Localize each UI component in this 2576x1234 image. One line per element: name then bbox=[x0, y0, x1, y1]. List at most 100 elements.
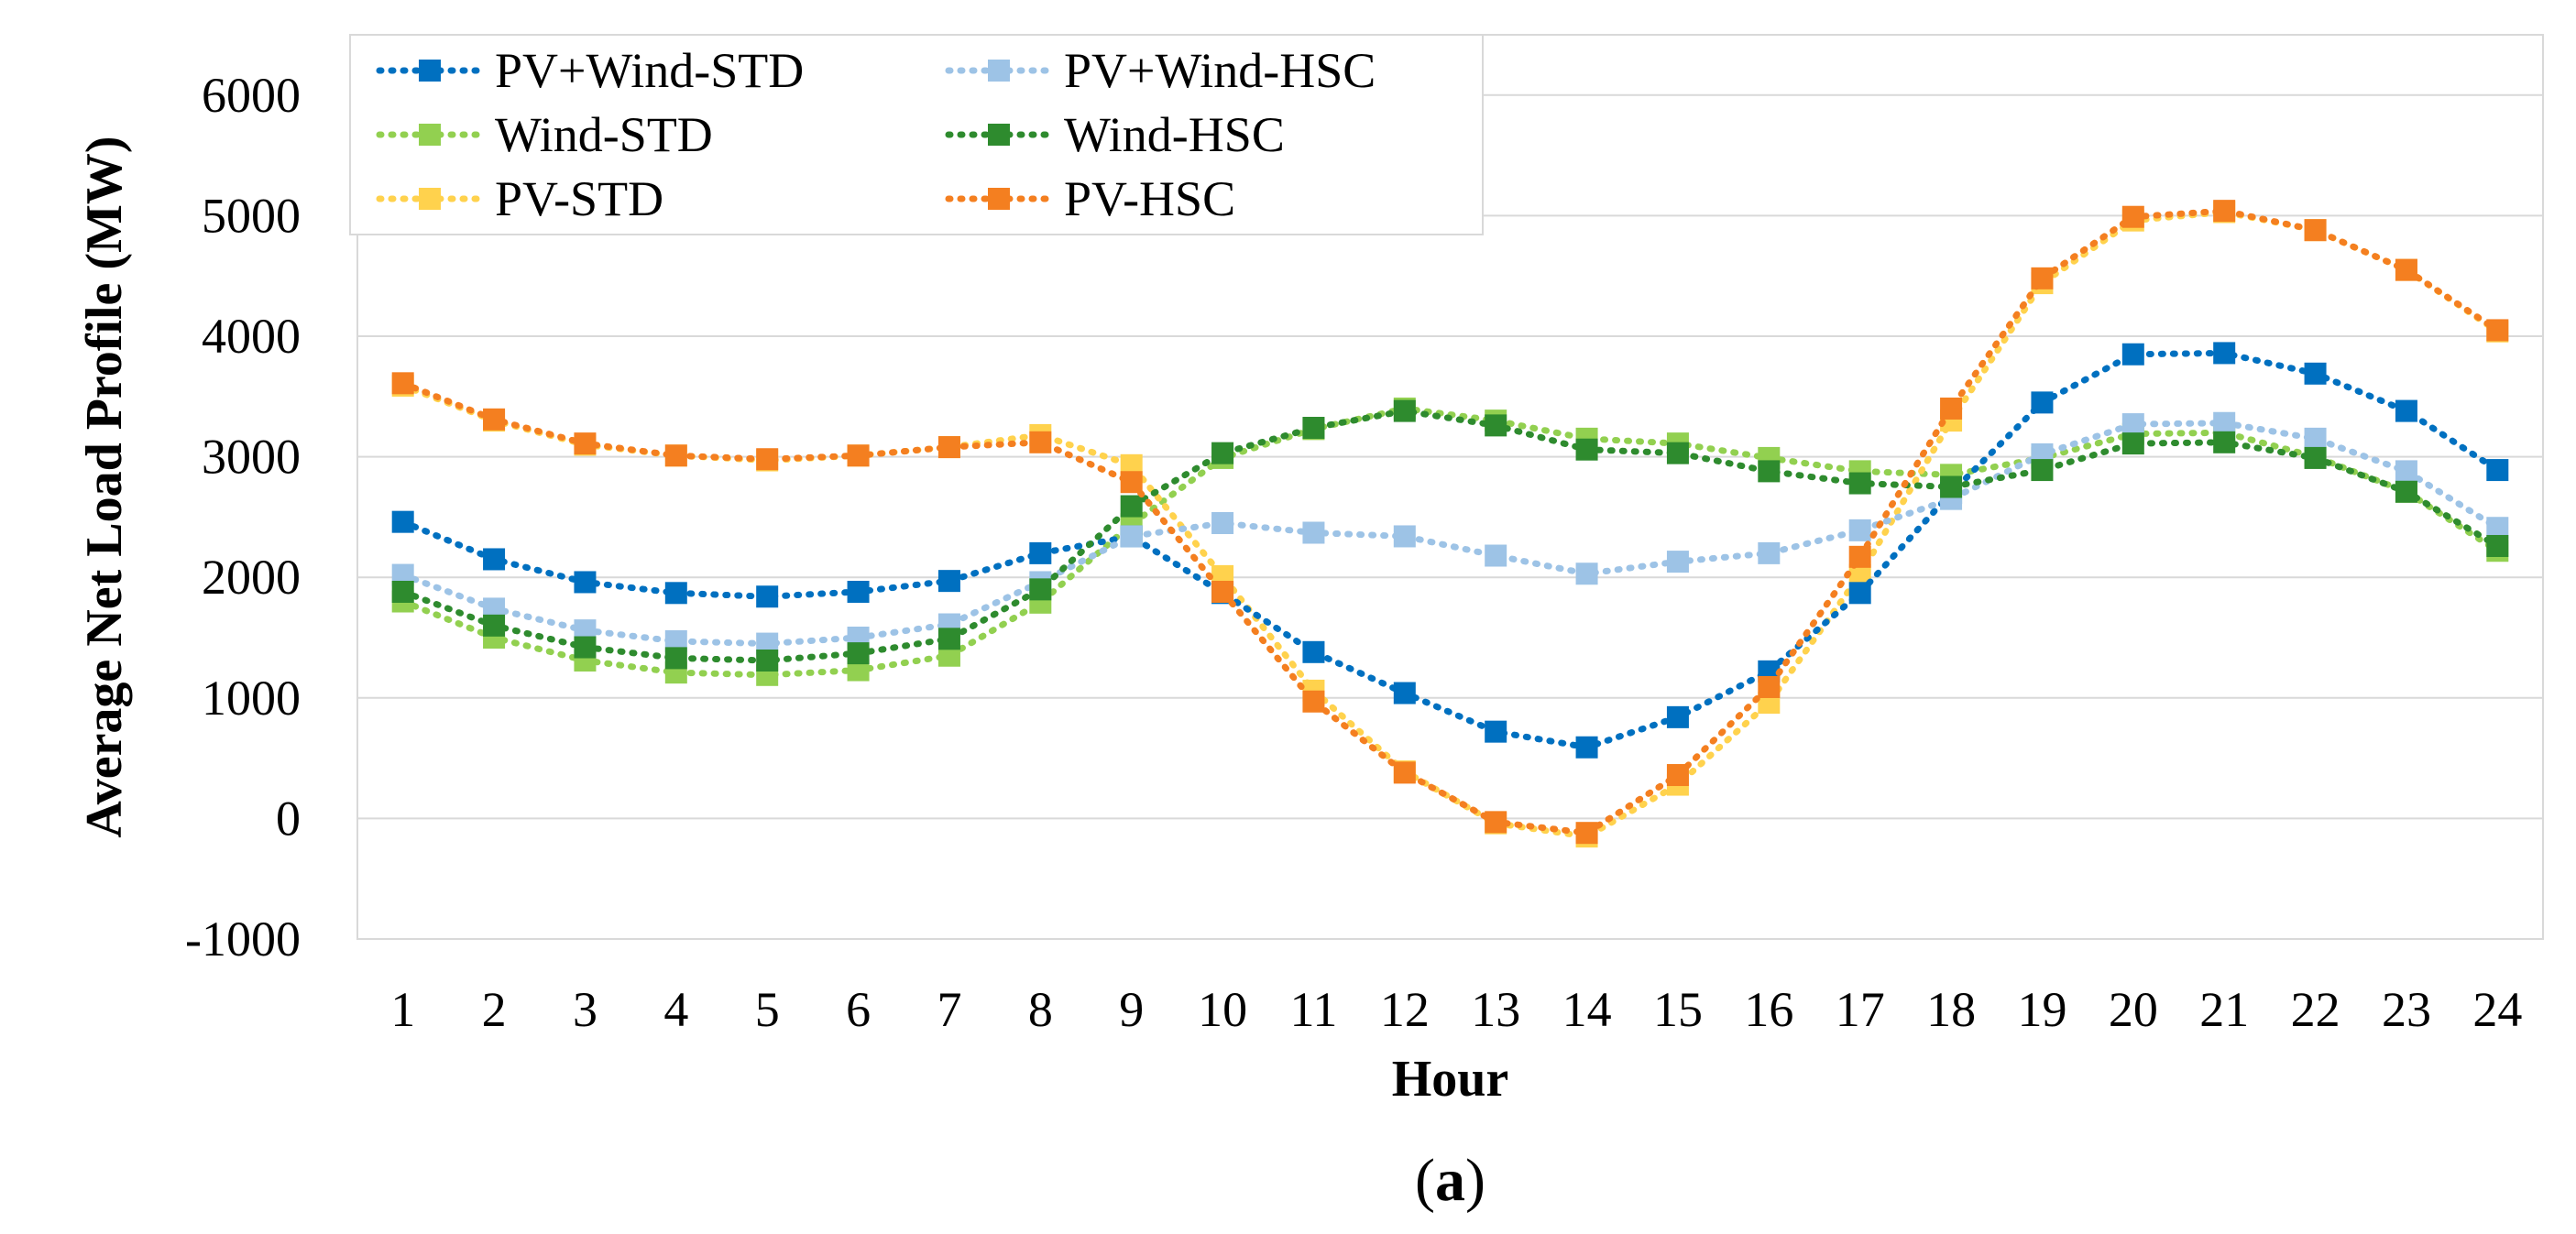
x-tick-label: 2 bbox=[482, 982, 507, 1037]
data-point bbox=[1575, 438, 1598, 461]
data-point bbox=[2121, 432, 2144, 455]
legend-item: Wind-STD bbox=[376, 107, 713, 162]
data-point bbox=[1758, 675, 1781, 698]
data-point bbox=[1666, 705, 1689, 728]
data-point bbox=[1120, 525, 1143, 548]
x-tick-label: 3 bbox=[573, 982, 597, 1037]
x-axis-title: Hour bbox=[1392, 1051, 1509, 1108]
data-point bbox=[2486, 534, 2509, 557]
legend-item: PV-STD bbox=[376, 171, 663, 226]
series-line bbox=[400, 405, 2501, 679]
y-tick-label: 3000 bbox=[202, 430, 301, 485]
x-tick-label: 14 bbox=[1562, 982, 1612, 1037]
x-tick-label: 13 bbox=[1471, 982, 1520, 1037]
series-wind-hsc bbox=[391, 399, 2509, 672]
x-tick-label: 17 bbox=[1836, 982, 1885, 1037]
data-point bbox=[1666, 551, 1689, 573]
caption-letter: a bbox=[1435, 1147, 1465, 1214]
y-tick-label: 0 bbox=[276, 791, 301, 846]
data-point bbox=[1302, 640, 1325, 663]
data-point bbox=[1758, 460, 1781, 483]
series-lines bbox=[391, 200, 2509, 848]
data-point bbox=[1575, 562, 1598, 585]
legend-item: PV-HSC bbox=[945, 171, 1235, 226]
data-point bbox=[2486, 459, 2509, 482]
series-line bbox=[400, 208, 2501, 840]
data-point bbox=[664, 582, 687, 605]
data-point bbox=[1302, 690, 1325, 713]
data-point bbox=[847, 642, 870, 665]
x-tick-label: 8 bbox=[1028, 982, 1053, 1037]
data-point bbox=[1485, 414, 1507, 437]
legend-swatch-marker bbox=[419, 188, 441, 210]
data-point bbox=[2304, 446, 2327, 469]
data-point bbox=[756, 448, 779, 471]
y-tick-label: 5000 bbox=[202, 188, 301, 243]
x-tick-label: 12 bbox=[1380, 982, 1430, 1037]
data-point bbox=[2213, 431, 2236, 453]
series-line bbox=[400, 420, 2501, 648]
y-tick-label: 6000 bbox=[202, 68, 301, 123]
legend-label: PV-STD bbox=[495, 171, 663, 226]
data-point bbox=[1575, 822, 1598, 845]
data-point bbox=[483, 614, 506, 637]
y-tick-label: 2000 bbox=[202, 550, 301, 605]
x-tick-label: 19 bbox=[2017, 982, 2066, 1037]
series-pv-std bbox=[391, 201, 2509, 848]
data-point bbox=[937, 628, 960, 650]
x-tick-label: 22 bbox=[2291, 982, 2340, 1037]
legend-swatch-marker bbox=[988, 60, 1010, 82]
y-tick-label: 1000 bbox=[202, 671, 301, 726]
legend-box bbox=[349, 34, 1484, 235]
data-point bbox=[574, 571, 597, 594]
data-point bbox=[937, 570, 960, 593]
data-point bbox=[2121, 343, 2144, 366]
data-point bbox=[2121, 205, 2144, 228]
series-pv-wind-std bbox=[391, 342, 2509, 759]
data-point bbox=[1211, 580, 1234, 603]
y-tick-label: 4000 bbox=[202, 309, 301, 364]
series-wind-std bbox=[391, 397, 2509, 686]
data-point bbox=[664, 647, 687, 670]
data-point bbox=[391, 580, 414, 603]
data-point bbox=[2395, 460, 2417, 483]
series-line bbox=[400, 349, 2501, 751]
data-point bbox=[391, 372, 414, 395]
x-tick-label: 9 bbox=[1119, 982, 1144, 1037]
legend-label: PV+Wind-STD bbox=[495, 43, 804, 98]
data-point bbox=[2304, 362, 2327, 385]
data-point bbox=[1393, 761, 1416, 784]
data-point bbox=[2304, 219, 2327, 242]
figure-caption: (a) bbox=[1415, 1147, 1485, 1214]
caption-close-paren: ) bbox=[1465, 1147, 1485, 1214]
data-point bbox=[1575, 736, 1598, 759]
series-line bbox=[400, 207, 2501, 836]
x-tick-label: 4 bbox=[663, 982, 688, 1037]
legend-swatch-marker bbox=[988, 188, 1010, 210]
data-point bbox=[1485, 544, 1507, 567]
data-point bbox=[1848, 519, 1871, 541]
data-point bbox=[756, 650, 779, 672]
data-point bbox=[2031, 267, 2054, 289]
x-tick-label: 6 bbox=[846, 982, 871, 1037]
data-point bbox=[2213, 342, 2236, 365]
data-point bbox=[1120, 495, 1143, 518]
data-point bbox=[1666, 764, 1689, 787]
data-point bbox=[847, 444, 870, 467]
data-point bbox=[2304, 427, 2327, 450]
legend-item: PV+Wind-HSC bbox=[945, 43, 1376, 98]
data-point bbox=[2395, 480, 2417, 503]
legend-swatch-marker bbox=[419, 124, 441, 146]
legend-label: Wind-HSC bbox=[1064, 107, 1285, 162]
legend-label: PV+Wind-HSC bbox=[1064, 43, 1376, 98]
data-point bbox=[483, 548, 506, 571]
data-point bbox=[2486, 319, 2509, 342]
data-point bbox=[1029, 431, 1052, 453]
data-point bbox=[1302, 417, 1325, 440]
x-tick-label: 24 bbox=[2472, 982, 2522, 1037]
data-point bbox=[1848, 545, 1871, 568]
y-tick-label: -1000 bbox=[185, 912, 301, 966]
legend-item: PV+Wind-STD bbox=[376, 43, 804, 98]
x-tick-label: 5 bbox=[755, 982, 780, 1037]
data-point bbox=[756, 585, 779, 608]
